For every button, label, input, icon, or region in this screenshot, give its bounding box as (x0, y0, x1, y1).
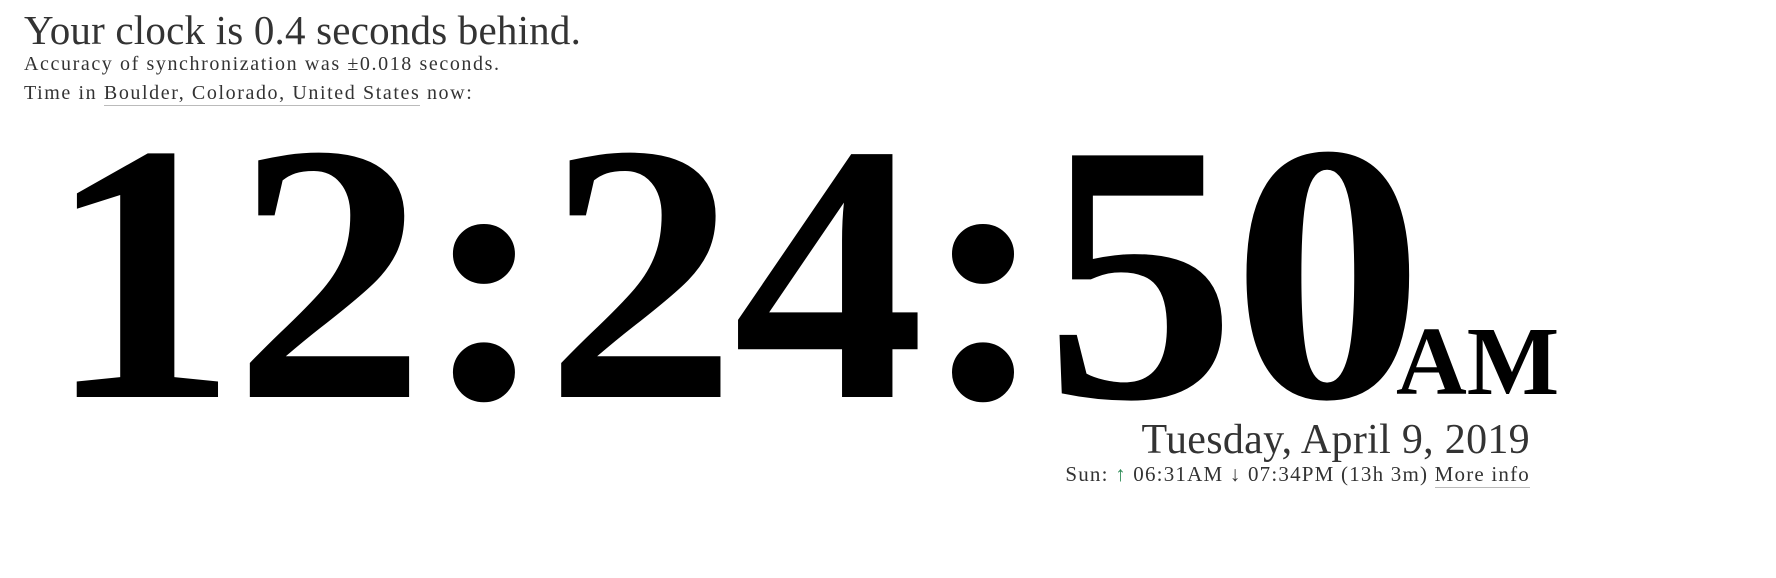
location-suffix: now: (420, 82, 474, 104)
location-prefix: Time in (24, 82, 104, 104)
sunrise-time: 06:31AM (1126, 462, 1230, 486)
sync-accuracy-text: Accuracy of synchronization was ±0.018 s… (24, 53, 501, 75)
day-length: (13h 3m) (1341, 462, 1435, 486)
sun-label: Sun: (1065, 462, 1116, 486)
clock-offset-headline: Your clock is 0.4 seconds behind. (24, 7, 582, 53)
sunrise-arrow-icon: ↑ (1115, 462, 1127, 486)
clock-ampm: AM (1396, 308, 1560, 416)
current-date: Tuesday, April 9, 2019 (1141, 417, 1530, 463)
more-info-link[interactable]: More info (1434, 462, 1530, 488)
sunset-arrow-icon: ↓ (1229, 462, 1242, 486)
sun-info: Sun: ↑ 06:31AM ↓ 07:34PM (13h 3m) More i… (1065, 462, 1530, 488)
location-link[interactable]: Boulder, Colorado, United States (103, 82, 421, 106)
clock-time: 12:24:50 (46, 68, 1424, 477)
sunset-time: 07:34PM (1241, 462, 1341, 486)
location-line: Time in Boulder, Colorado, United States… (24, 82, 474, 106)
big-clock: 12:24:50 (46, 88, 1424, 457)
